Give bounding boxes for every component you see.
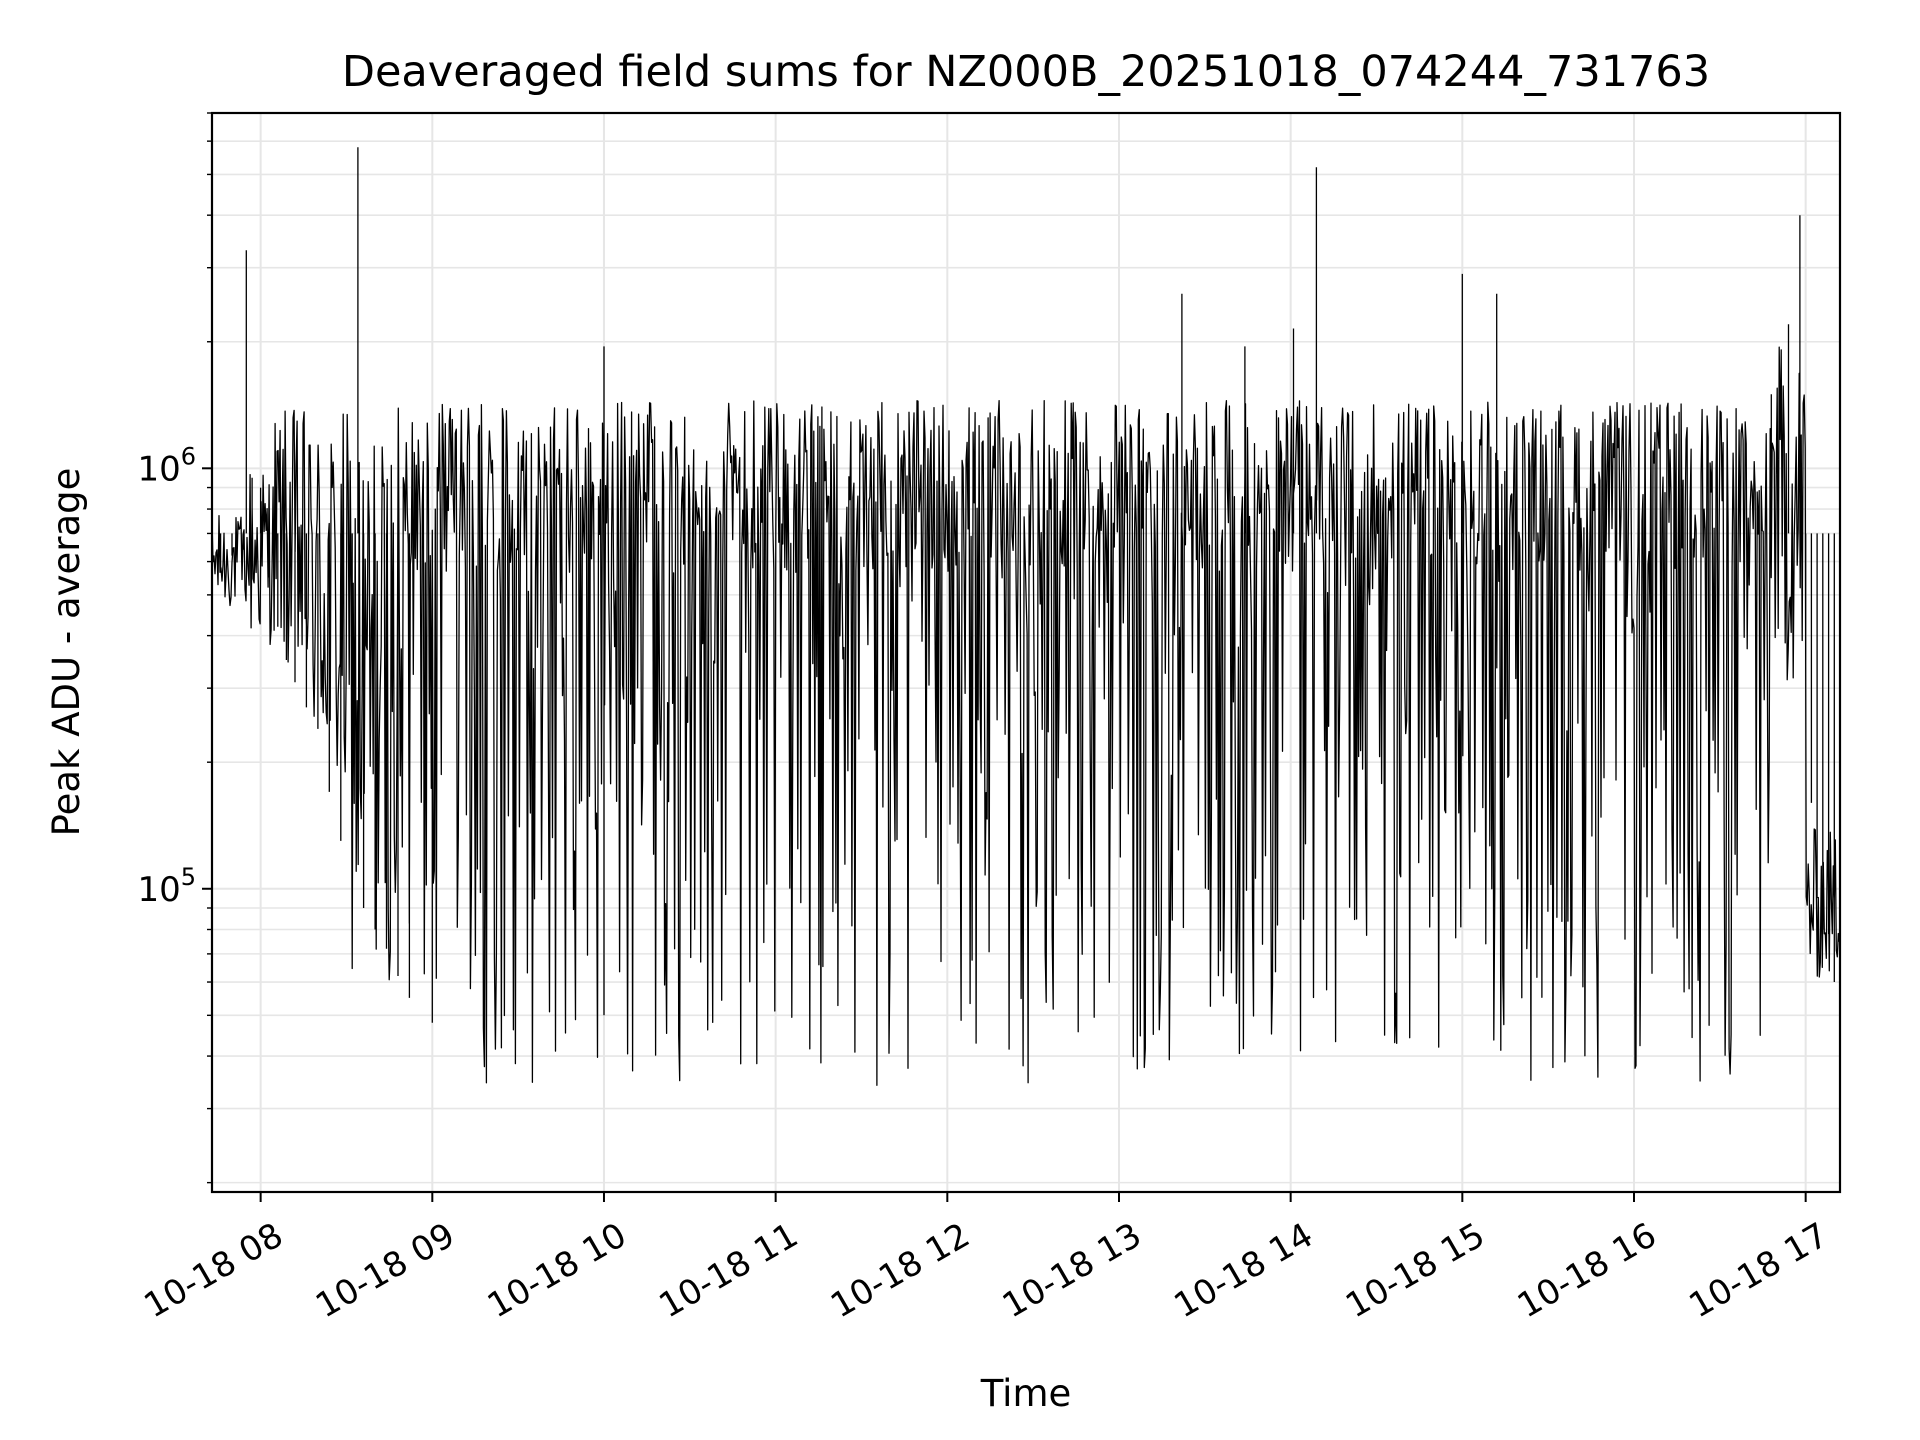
y-tick-label: 106 xyxy=(137,442,196,489)
x-axis-label: Time xyxy=(980,1372,1072,1415)
y-tick-base: 10 xyxy=(137,449,180,489)
y-tick-base: 10 xyxy=(137,870,180,910)
series-layer xyxy=(211,147,1841,1086)
plot-frame xyxy=(210,111,1842,1194)
y-tick-label: 105 xyxy=(137,863,196,910)
series-line xyxy=(211,147,1841,1086)
y-axis-label: Peak ADU - average xyxy=(45,468,88,837)
chart-title: Deaveraged field sums for NZ000B_2025101… xyxy=(342,47,1710,97)
y-tick-exp: 6 xyxy=(181,442,196,470)
y-tick-exp: 5 xyxy=(181,863,196,891)
